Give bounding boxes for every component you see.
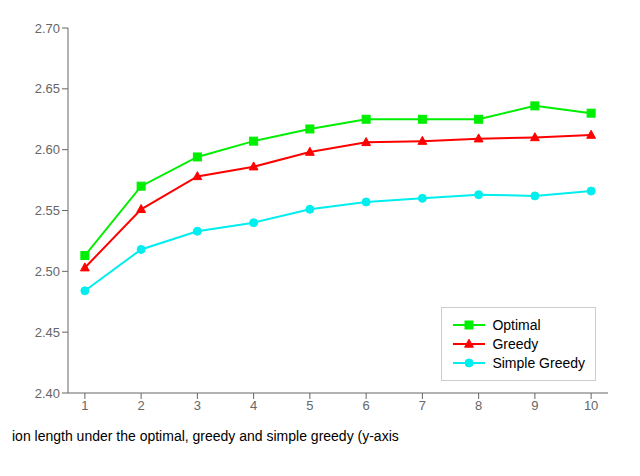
svg-text:9: 9 <box>531 398 538 413</box>
svg-text:6: 6 <box>363 398 370 413</box>
html-text:Greedy: Greedy <box>492 336 539 352</box>
html-text:Optimal: Optimal <box>492 317 541 333</box>
svg-text:2.70: 2.70 <box>35 21 60 36</box>
svg-text:2.40: 2.40 <box>35 386 60 401</box>
svg-text:2.65: 2.65 <box>35 81 60 96</box>
html-text:Simple Greedy: Simple Greedy <box>492 355 585 371</box>
svg-text:2.45: 2.45 <box>35 325 60 340</box>
svg-text:10: 10 <box>584 398 598 413</box>
svg-text:2.50: 2.50 <box>35 264 60 279</box>
svg-text:7: 7 <box>419 398 426 413</box>
svg-text:2.55: 2.55 <box>35 203 60 218</box>
svg-text:2.60: 2.60 <box>35 142 60 157</box>
svg-text:3: 3 <box>194 398 201 413</box>
svg-text:4: 4 <box>250 398 257 413</box>
svg-text:1: 1 <box>81 398 88 413</box>
svg-text:5: 5 <box>306 398 313 413</box>
html-text:ion length under the optimal,: ion length under the optimal, greedy and… <box>12 428 399 444</box>
svg-text:8: 8 <box>475 398 482 413</box>
svg-text:2: 2 <box>138 398 145 413</box>
